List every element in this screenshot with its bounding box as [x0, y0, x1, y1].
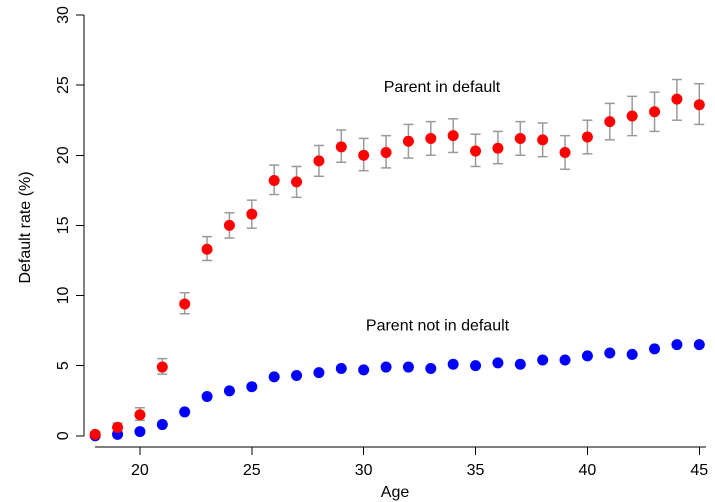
x-tick-label: 20	[131, 462, 149, 479]
y-axis-title: Default rate (%)	[17, 171, 34, 283]
data-point-not_default	[514, 358, 526, 370]
data-point-not_default	[425, 362, 437, 374]
data-point-default	[402, 135, 414, 147]
y-tick-label: 15	[55, 216, 72, 234]
y-tick-label: 25	[55, 76, 72, 94]
data-point-default	[671, 93, 683, 105]
data-point-not_default	[470, 360, 482, 372]
error-bars	[90, 78, 705, 437]
data-point-default	[134, 409, 146, 421]
data-point-default	[649, 106, 661, 118]
data-point-not_default	[380, 361, 392, 373]
data-point-default	[112, 421, 124, 433]
annotations: Parent in default Parent not in default	[366, 79, 510, 334]
data-point-not_default	[671, 339, 683, 351]
data-point-not_default	[291, 369, 303, 381]
data-point-default	[514, 132, 526, 144]
data-point-not_default	[313, 367, 325, 379]
data-point-default	[581, 131, 593, 143]
y-tick-label: 10	[55, 287, 72, 305]
data-point-default	[470, 145, 482, 157]
data-point-default	[246, 208, 258, 220]
data-point-not_default	[156, 419, 168, 431]
y-tick-label: 20	[55, 146, 72, 164]
data-point-not_default	[134, 426, 146, 438]
x-tick-label: 35	[467, 462, 485, 479]
data-point-not_default	[402, 361, 414, 373]
data-point-not_default	[581, 350, 593, 362]
annotation-label: Parent in default	[384, 79, 501, 96]
annotation-label: Parent not in default	[366, 318, 510, 335]
data-point-default	[425, 132, 437, 144]
data-point-not_default	[223, 385, 235, 397]
data-point-default	[537, 134, 549, 146]
data-point-default	[268, 175, 280, 187]
y-tick-label: 5	[55, 361, 72, 370]
data-point-default	[693, 99, 705, 111]
data-point-not_default	[179, 406, 191, 418]
data-point-not_default	[693, 339, 705, 351]
data-point-not_default	[447, 358, 459, 370]
x-ticks: 20 25 30 35 40 45	[131, 447, 708, 479]
data-point-default	[335, 141, 347, 153]
data-point-default	[358, 149, 370, 161]
y-tick-label: 0	[55, 431, 72, 440]
y-ticks: 0 5 10 15 20 25 30	[55, 6, 84, 440]
data-point-default	[89, 428, 101, 440]
data-point-not_default	[201, 391, 213, 403]
data-point-default	[604, 116, 616, 128]
data-point-default	[626, 110, 638, 122]
data-point-default	[201, 243, 213, 255]
x-axis-title: Age	[381, 484, 410, 501]
data-point-not_default	[559, 354, 571, 366]
data-point-default	[559, 146, 571, 158]
data-point-not_default	[358, 364, 370, 376]
x-tick-label: 25	[243, 462, 261, 479]
x-tick-label: 40	[579, 462, 597, 479]
data-point-not_default	[604, 347, 616, 359]
data-point-default	[492, 142, 504, 154]
data-point-not_default	[626, 348, 638, 360]
data-point-default	[223, 219, 235, 231]
data-point-default	[291, 176, 303, 188]
data-point-default	[179, 298, 191, 310]
data-point-default	[156, 361, 168, 373]
data-points	[89, 93, 705, 442]
y-tick-label: 30	[55, 6, 72, 24]
data-point-default	[447, 130, 459, 142]
data-point-default	[380, 146, 392, 158]
data-point-not_default	[335, 362, 347, 374]
data-point-not_default	[492, 357, 504, 369]
data-point-not_default	[649, 343, 661, 355]
x-tick-label: 45	[690, 462, 708, 479]
data-point-not_default	[537, 354, 549, 366]
data-point-default	[313, 155, 325, 167]
data-point-not_default	[246, 381, 258, 393]
x-tick-label: 30	[355, 462, 373, 479]
data-point-not_default	[268, 371, 280, 383]
